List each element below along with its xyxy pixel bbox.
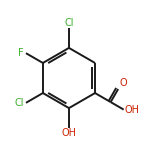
Text: Cl: Cl [14, 98, 24, 108]
Text: OH: OH [61, 128, 76, 138]
Text: O: O [119, 78, 127, 88]
Text: OH: OH [125, 105, 140, 115]
Text: F: F [18, 48, 24, 58]
Text: Cl: Cl [64, 18, 74, 28]
